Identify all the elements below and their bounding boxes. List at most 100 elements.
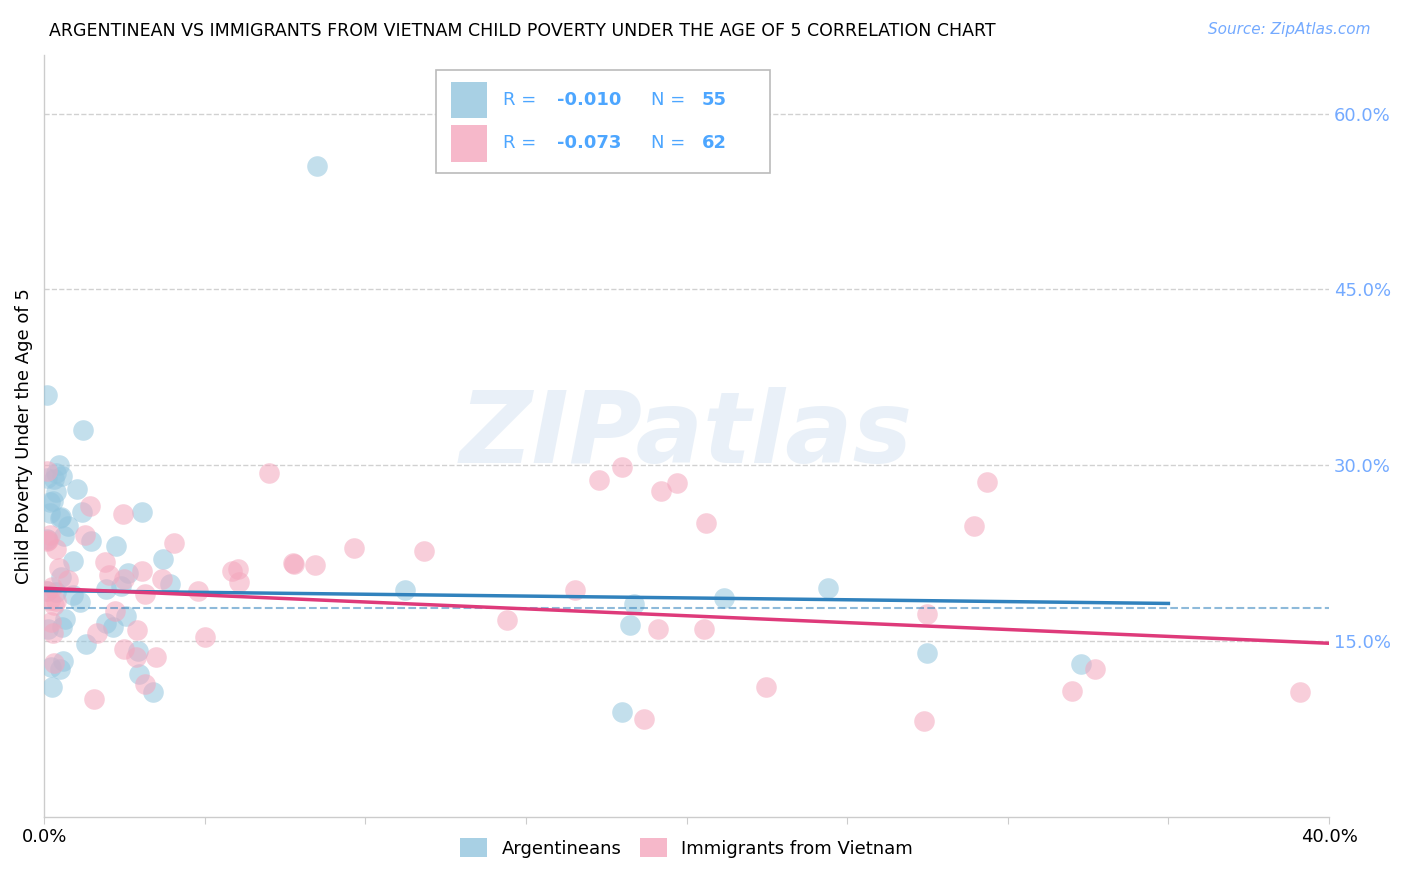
Text: N =: N = — [651, 135, 690, 153]
Point — [70, 505, 93, 519]
Point — [73, 528, 96, 542]
Point — [51, 620, 73, 634]
Point — [623, 597, 645, 611]
Point — [39, 506, 62, 520]
Point — [37, 584, 59, 599]
Point — [51, 570, 73, 584]
Point — [83, 692, 105, 706]
Point — [159, 576, 181, 591]
Y-axis label: Child Poverty Under the Age of 5: Child Poverty Under the Age of 5 — [15, 288, 32, 584]
Point — [976, 475, 998, 489]
Point — [42, 626, 65, 640]
Text: R =: R = — [503, 91, 541, 109]
Text: Source: ZipAtlas.com: Source: ZipAtlas.com — [1208, 22, 1371, 37]
Point — [48, 662, 70, 676]
Point — [228, 575, 250, 590]
Point — [112, 507, 135, 521]
Text: ARGENTINEAN VS IMMIGRANTS FROM VIETNAM CHILD POVERTY UNDER THE AGE OF 5 CORRELAT: ARGENTINEAN VS IMMIGRANTS FROM VIETNAM C… — [49, 22, 995, 40]
Point — [41, 680, 63, 694]
Point — [45, 541, 67, 556]
Point — [1084, 662, 1107, 676]
Point — [62, 587, 84, 601]
Point — [152, 552, 174, 566]
Point — [66, 482, 89, 496]
Point — [304, 558, 326, 573]
Point — [112, 642, 135, 657]
Bar — [451, 82, 488, 119]
Point — [39, 528, 62, 542]
Point — [163, 535, 186, 549]
Point — [610, 705, 633, 719]
Point — [145, 650, 167, 665]
Point — [693, 622, 716, 636]
Point — [37, 584, 59, 599]
Point — [45, 594, 67, 608]
Point — [125, 623, 148, 637]
Point — [94, 616, 117, 631]
Point — [37, 622, 59, 636]
Point — [45, 484, 67, 499]
Point — [394, 582, 416, 597]
Point — [127, 644, 149, 658]
Point — [48, 561, 70, 575]
Point — [58, 573, 80, 587]
Point — [142, 685, 165, 699]
Text: R =: R = — [503, 135, 541, 153]
Point — [94, 582, 117, 596]
Point — [564, 582, 586, 597]
Point — [42, 656, 65, 670]
Point — [75, 637, 97, 651]
Point — [42, 473, 65, 487]
Point — [131, 565, 153, 579]
Point — [134, 677, 156, 691]
Point — [56, 518, 79, 533]
Point — [117, 566, 139, 581]
Point — [79, 499, 101, 513]
Point — [39, 592, 62, 607]
Point — [713, 591, 735, 606]
Point — [94, 555, 117, 569]
Point — [695, 516, 717, 531]
Point — [104, 604, 127, 618]
Point — [45, 584, 67, 599]
Point — [42, 493, 65, 508]
Point — [41, 581, 63, 595]
Point — [131, 505, 153, 519]
Point — [413, 544, 436, 558]
Point — [37, 471, 59, 485]
Text: ZIPatlas: ZIPatlas — [460, 387, 912, 484]
Point — [755, 680, 778, 694]
Text: 55: 55 — [702, 91, 727, 109]
Point — [52, 654, 75, 668]
Point — [1070, 657, 1092, 672]
Point — [97, 567, 120, 582]
Point — [612, 459, 634, 474]
Point — [69, 595, 91, 609]
Point — [588, 474, 610, 488]
Point — [193, 630, 215, 644]
Point — [912, 714, 935, 728]
Point — [647, 623, 669, 637]
Point — [105, 539, 128, 553]
Point — [619, 617, 641, 632]
Text: N =: N = — [651, 91, 690, 109]
Point — [187, 583, 209, 598]
Text: 62: 62 — [702, 135, 727, 153]
Point — [62, 554, 84, 568]
Point — [665, 475, 688, 490]
Point — [496, 613, 519, 627]
Point — [37, 533, 59, 547]
Point — [633, 712, 655, 726]
Point — [963, 519, 986, 533]
Point — [125, 650, 148, 665]
Point — [39, 495, 62, 509]
Point — [1289, 684, 1312, 698]
Point — [49, 511, 72, 525]
Point — [283, 558, 305, 572]
Point — [39, 660, 62, 674]
Point — [72, 423, 94, 437]
Point — [48, 458, 70, 473]
FancyBboxPatch shape — [436, 70, 770, 173]
Point — [53, 612, 76, 626]
Point — [112, 573, 135, 587]
